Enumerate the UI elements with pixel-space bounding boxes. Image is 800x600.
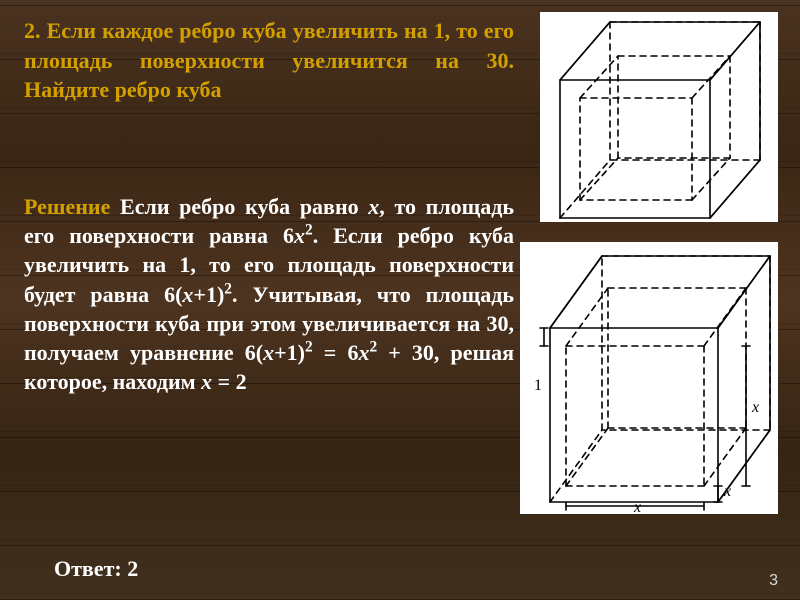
cube-diagram-1: [540, 12, 778, 222]
answer-value: 2: [127, 556, 138, 581]
figure-cube-labeled: 1 x x x: [520, 242, 778, 514]
figure-nested-cubes: [540, 12, 778, 222]
solution-text: Решение Если ребро куба равно x, то площ…: [24, 192, 514, 396]
svg-text:x: x: [723, 483, 731, 500]
solution-body: Если ребро куба равно x, то площадь его …: [24, 194, 514, 394]
cube-diagram-2: 1 x x x: [520, 242, 778, 514]
svg-text:1: 1: [534, 377, 542, 394]
svg-text:x: x: [751, 399, 759, 416]
svg-text:x: x: [633, 499, 641, 514]
page-number: 3: [769, 572, 778, 590]
answer-line: Ответ: 2: [54, 556, 138, 582]
solution-lead: Решение: [24, 194, 110, 219]
problem-number: 2.: [24, 18, 41, 43]
answer-label: Ответ:: [54, 556, 122, 581]
problem-body: Если каждое ребро куба увеличить на 1, т…: [24, 18, 514, 102]
problem-text: 2. Если каждое ребро куба увеличить на 1…: [24, 16, 514, 105]
